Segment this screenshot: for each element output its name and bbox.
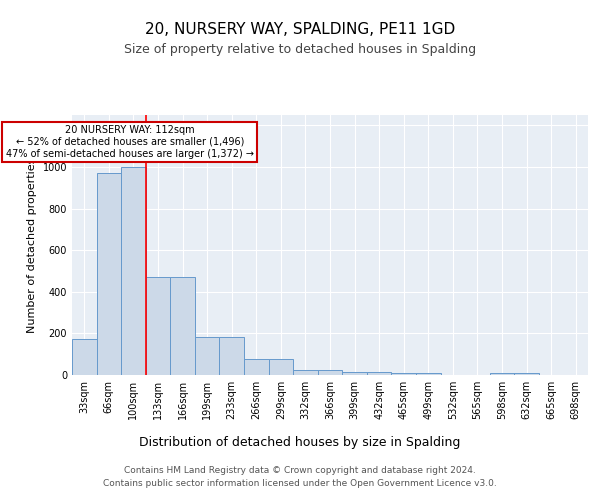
Bar (416, 373, 440, 375)
Bar (97, 173, 121, 375)
Bar (514, 372, 539, 375)
Bar (318, 370, 342, 375)
Bar (367, 372, 391, 375)
Bar (195, 336, 220, 375)
Text: Size of property relative to detached houses in Spalding: Size of property relative to detached ho… (124, 42, 476, 56)
Bar (170, 277, 195, 375)
Bar (293, 370, 318, 375)
Text: Contains HM Land Registry data © Crown copyright and database right 2024.
Contai: Contains HM Land Registry data © Crown c… (103, 466, 497, 487)
Bar (146, 277, 170, 375)
Bar (490, 372, 514, 375)
Text: 20, NURSERY WAY, SPALDING, PE11 1GD: 20, NURSERY WAY, SPALDING, PE11 1GD (145, 22, 455, 38)
Bar (342, 372, 367, 375)
Bar (269, 360, 293, 375)
Bar (220, 336, 244, 375)
Text: Distribution of detached houses by size in Spalding: Distribution of detached houses by size … (139, 436, 461, 449)
Text: 20 NURSERY WAY: 112sqm
← 52% of detached houses are smaller (1,496)
47% of semi-: 20 NURSERY WAY: 112sqm ← 52% of detached… (6, 126, 254, 158)
Y-axis label: Number of detached properties: Number of detached properties (27, 158, 37, 332)
Bar (391, 373, 416, 375)
Bar (121, 167, 146, 375)
Bar (72, 338, 97, 375)
Bar (244, 360, 269, 375)
